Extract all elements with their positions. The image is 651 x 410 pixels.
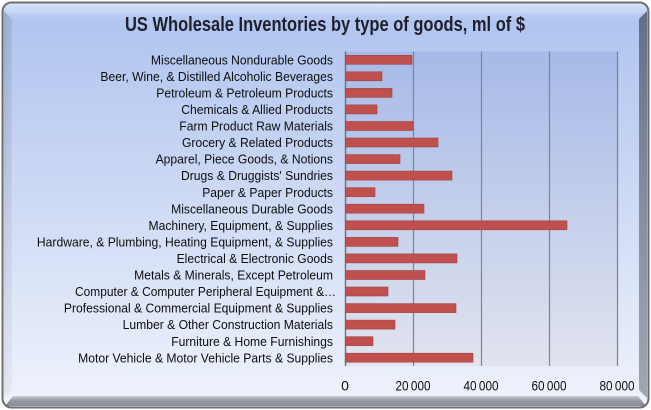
svg-text:Professional & Commercial Equi: Professional & Commercial Equipment & Su… [64,301,334,316]
svg-text:Chemicals & Allied Products: Chemicals & Allied Products [181,102,333,117]
svg-text:Lumber & Other Construction Ma: Lumber & Other Construction Materials [123,317,334,332]
svg-text:80 000: 80 000 [600,378,635,394]
svg-text:Apparel, Piece Goods, & Notion: Apparel, Piece Goods, & Notions [156,152,334,167]
svg-text:Grocery & Related Products: Grocery & Related Products [182,135,333,150]
svg-text:Miscellaneous Durable Goods: Miscellaneous Durable Goods [171,201,333,216]
svg-text:Paper & Paper Products: Paper & Paper Products [202,185,333,200]
svg-text:Hardware, & Plumbing, Heating: Hardware, & Plumbing, Heating Equipment,… [37,235,334,250]
svg-text:60 000: 60 000 [532,378,567,394]
svg-text:0: 0 [341,378,349,394]
svg-text:Furniture & Home Furnishings: Furniture & Home Furnishings [171,334,333,349]
svg-text:Farm Product Raw Materials: Farm Product Raw Materials [179,119,333,134]
svg-text:Petroleum & Petroleum Products: Petroleum & Petroleum Products [156,86,333,101]
svg-text:US Wholesale Inventories by ty: US Wholesale Inventories by type of good… [125,14,525,36]
svg-text:Metals & Minerals, Except Petr: Metals & Minerals, Except Petroleum [134,268,333,283]
svg-text:Electrical & Electronic Goods: Electrical & Electronic Goods [177,251,334,266]
svg-text:Beer, Wine, & Distilled Alcoho: Beer, Wine, & Distilled Alcoholic Bevera… [100,69,333,84]
svg-text:Miscellaneous Nondurable Goods: Miscellaneous Nondurable Goods [151,52,334,67]
svg-text:Machinery, Equipment, & Suppli: Machinery, Equipment, & Supplies [149,218,334,233]
svg-text:Drugs & Druggists' Sundries: Drugs & Druggists' Sundries [181,168,333,183]
svg-text:40 000: 40 000 [464,378,499,394]
svg-text:Computer & Computer Peripheral: Computer & Computer Peripheral Equipment… [75,284,336,299]
svg-text:20 000: 20 000 [396,378,431,394]
svg-text:Motor Vehicle & Motor Vehicle: Motor Vehicle & Motor Vehicle Parts & Su… [78,350,333,365]
